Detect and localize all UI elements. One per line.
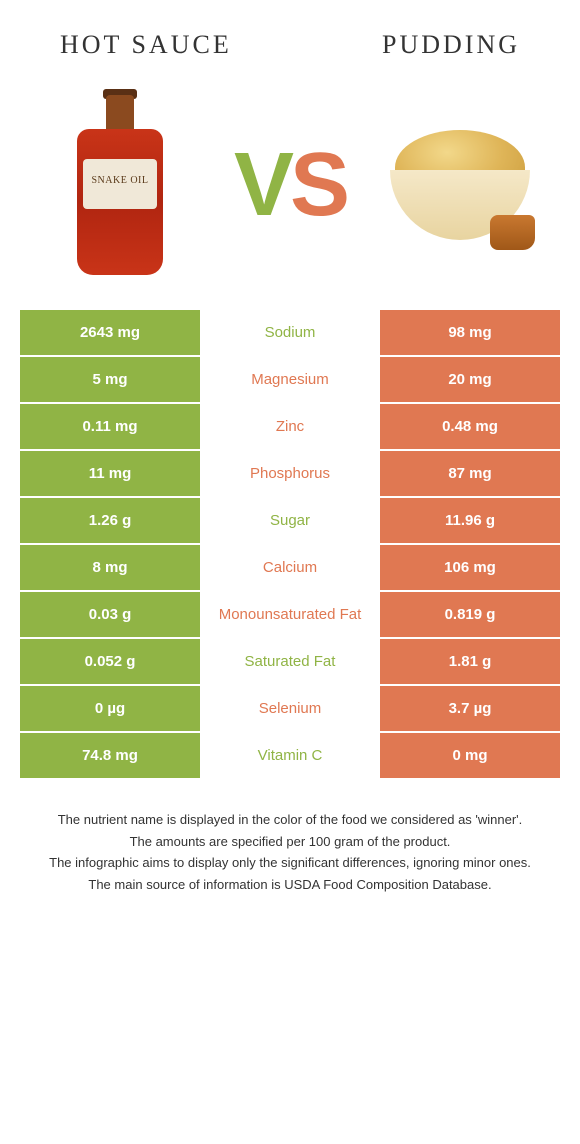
nutrient-label: Selenium [200, 685, 380, 732]
nutrient-label: Monounsaturated Fat [200, 591, 380, 638]
hot-sauce-image: SNAKE OIL [40, 90, 200, 280]
nutrient-right-value: 0 mg [380, 732, 560, 779]
nutrient-left-value: 8 mg [20, 544, 200, 591]
nutrient-right-value: 1.81 g [380, 638, 560, 685]
nutrient-label: Sodium [200, 310, 380, 356]
table-row: 74.8 mgVitamin C0 mg [20, 732, 560, 779]
nutrient-label: Phosphorus [200, 450, 380, 497]
nutrient-label: Zinc [200, 403, 380, 450]
nutrient-right-value: 11.96 g [380, 497, 560, 544]
nutrient-left-value: 0 µg [20, 685, 200, 732]
vs-label: VS [234, 134, 346, 237]
nutrient-label: Saturated Fat [200, 638, 380, 685]
nutrient-right-value: 98 mg [380, 310, 560, 356]
table-row: 5 mgMagnesium20 mg [20, 356, 560, 403]
nutrient-right-value: 87 mg [380, 450, 560, 497]
nutrient-left-value: 11 mg [20, 450, 200, 497]
table-row: 2643 mgSodium98 mg [20, 310, 560, 356]
footer-line-2: The amounts are specified per 100 gram o… [40, 832, 540, 852]
pudding-icon [380, 110, 540, 260]
nutrient-right-value: 3.7 µg [380, 685, 560, 732]
footer-line-4: The main source of information is USDA F… [40, 875, 540, 895]
bottle-label-text: SNAKE OIL [83, 159, 157, 209]
table-row: 1.26 gSugar11.96 g [20, 497, 560, 544]
images-row: SNAKE OIL VS [0, 70, 580, 310]
nutrient-label: Calcium [200, 544, 380, 591]
pudding-image [380, 90, 540, 280]
nutrient-right-value: 0.48 mg [380, 403, 560, 450]
table-row: 0 µgSelenium3.7 µg [20, 685, 560, 732]
nutrient-label: Sugar [200, 497, 380, 544]
food-right-title: Pudding [382, 30, 520, 60]
table-row: 8 mgCalcium106 mg [20, 544, 560, 591]
table-row: 11 mgPhosphorus87 mg [20, 450, 560, 497]
nutrient-label: Magnesium [200, 356, 380, 403]
footer-line-3: The infographic aims to display only the… [40, 853, 540, 873]
nutrient-left-value: 0.11 mg [20, 403, 200, 450]
nutrient-left-value: 0.03 g [20, 591, 200, 638]
footer-notes: The nutrient name is displayed in the co… [40, 810, 540, 894]
table-row: 0.03 gMonounsaturated Fat0.819 g [20, 591, 560, 638]
table-row: 0.11 mgZinc0.48 mg [20, 403, 560, 450]
vs-s-letter: S [290, 135, 346, 235]
nutrient-left-value: 74.8 mg [20, 732, 200, 779]
nutrient-right-value: 20 mg [380, 356, 560, 403]
nutrient-left-value: 2643 mg [20, 310, 200, 356]
nutrient-left-value: 1.26 g [20, 497, 200, 544]
table-row: 0.052 gSaturated Fat1.81 g [20, 638, 560, 685]
bottle-icon: SNAKE OIL [75, 95, 165, 275]
nutrient-right-value: 106 mg [380, 544, 560, 591]
header-row: Hot sauce Pudding [0, 0, 580, 70]
nutrient-left-value: 0.052 g [20, 638, 200, 685]
nutrient-left-value: 5 mg [20, 356, 200, 403]
nutrient-label: Vitamin C [200, 732, 380, 779]
food-left-title: Hot sauce [60, 30, 232, 60]
nutrient-right-value: 0.819 g [380, 591, 560, 638]
footer-line-1: The nutrient name is displayed in the co… [40, 810, 540, 830]
vs-v-letter: V [234, 135, 290, 235]
nutrient-table: 2643 mgSodium98 mg5 mgMagnesium20 mg0.11… [20, 310, 560, 780]
